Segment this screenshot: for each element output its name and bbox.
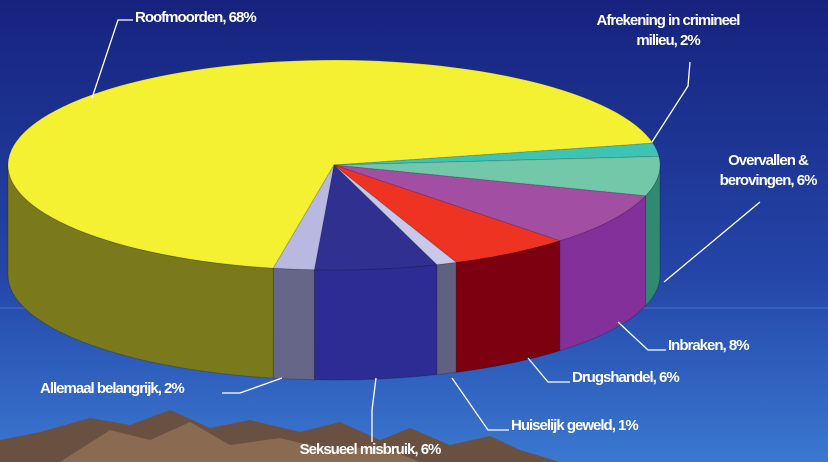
pie-slice — [7, 59, 654, 269]
data-label: Huiselijk geweld, 1% — [511, 417, 638, 434]
data-label: Roofmoorden, 68% — [135, 9, 256, 26]
pie-slice — [333, 142, 660, 166]
data-label: Allemaal belangrijk, 2% — [40, 380, 184, 397]
leader-line — [91, 19, 133, 99]
leader-line — [451, 377, 509, 431]
pie-slice — [333, 164, 647, 242]
pie-slice — [333, 155, 661, 197]
pie-slice — [272, 164, 335, 271]
data-label: Drugshandel, 6% — [572, 369, 679, 386]
data-label: Overvallen & berovingen, 6% — [720, 152, 818, 189]
data-label: Seksueel misbruik, 6% — [300, 441, 441, 458]
pie-side — [272, 267, 315, 381]
data-label: Afrekening in crimineel milieu, 2% — [597, 12, 741, 49]
leader-line — [651, 61, 691, 143]
leader-line — [663, 201, 761, 283]
leader-line — [371, 377, 377, 442]
pie-slice — [333, 164, 458, 266]
leader-line — [527, 357, 570, 383]
leader-line — [222, 377, 283, 394]
pie-side — [436, 261, 457, 376]
leader-line — [617, 321, 666, 351]
pie-slice — [313, 163, 438, 271]
pie-side — [313, 264, 438, 381]
pie-slice — [333, 164, 562, 263]
mountains-light — [60, 422, 420, 462]
data-label: Inbraken, 8% — [668, 337, 749, 354]
